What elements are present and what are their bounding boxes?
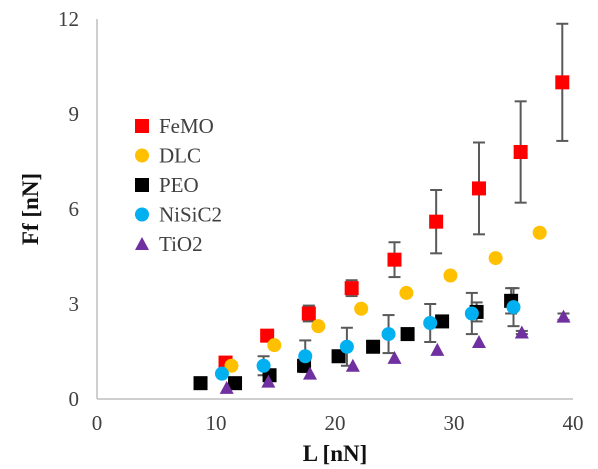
data-point: [488, 251, 503, 266]
data-point: [532, 225, 547, 240]
legend: FeMO DLC PEO NiSiC2 TiO2: [135, 114, 222, 256]
legend-item: NiSiC2: [135, 203, 222, 227]
y-tick-label: 3: [69, 292, 80, 316]
data-point: [193, 376, 208, 391]
series-peo: [193, 293, 519, 391]
data-point: [471, 181, 486, 196]
data-point: [387, 252, 402, 267]
x-tick-label: 0: [92, 411, 103, 435]
legend-item: PEO: [135, 173, 199, 197]
legend-marker: [135, 148, 149, 163]
legend-label: DLC: [159, 144, 201, 168]
data-point: [514, 325, 529, 339]
data-point: [381, 327, 396, 342]
data-point: [260, 328, 275, 343]
legend-item: DLC: [135, 144, 201, 168]
data-point: [301, 306, 316, 321]
x-axis-title: L [nN]: [303, 441, 368, 466]
legend-label: NiSiC2: [159, 203, 222, 227]
legend-marker: [135, 237, 149, 250]
data-point: [256, 358, 271, 373]
y-tick-label: 9: [69, 102, 80, 126]
data-point: [387, 350, 402, 364]
x-tick-label: 20: [325, 411, 346, 435]
series-femo: [218, 75, 570, 370]
data-point: [214, 366, 229, 381]
data-point: [556, 309, 571, 323]
y-tick-label: 0: [69, 387, 80, 411]
legend-item: FeMO: [135, 114, 214, 138]
data-point: [400, 327, 415, 342]
legend-marker: [135, 178, 149, 192]
data-point: [298, 349, 313, 364]
data-point: [354, 301, 369, 316]
data-point: [555, 75, 570, 90]
legend-label: TiO2: [159, 232, 203, 256]
data-point: [513, 145, 528, 159]
x-tick-label: 10: [206, 411, 227, 435]
data-point: [303, 366, 318, 380]
data-point: [471, 335, 486, 348]
data-point: [261, 374, 276, 388]
data-points: [193, 75, 571, 394]
data-point: [366, 339, 381, 354]
data-point: [399, 285, 414, 300]
data-point: [345, 358, 360, 372]
y-tick-label: 12: [58, 7, 79, 31]
data-point: [423, 316, 438, 330]
tick-labels: 0 10 20 30 40 0 3 6 9 12: [58, 7, 584, 435]
data-point: [429, 214, 444, 229]
axes: [96, 19, 573, 400]
data-point: [506, 300, 521, 315]
data-point: [443, 268, 458, 283]
legend-item: TiO2: [135, 232, 203, 256]
data-point: [331, 349, 346, 364]
data-point: [267, 338, 282, 353]
y-tick-label: 6: [69, 197, 80, 221]
data-point: [228, 376, 243, 391]
x-tick-label: 40: [563, 411, 584, 435]
data-point: [311, 319, 326, 334]
legend-marker: [135, 207, 149, 222]
data-point: [224, 358, 239, 373]
x-tick-label: 30: [444, 411, 465, 435]
series-dlc: [224, 225, 547, 373]
legend-label: PEO: [159, 173, 199, 197]
data-point: [344, 281, 359, 296]
legend-label: FeMO: [159, 114, 214, 138]
y-axis-title: Ff [nN]: [18, 173, 43, 245]
series-tio2: [219, 309, 571, 394]
legend-marker: [135, 119, 149, 133]
data-point: [464, 306, 479, 321]
series-nisic2: [214, 300, 521, 381]
data-point: [435, 314, 450, 329]
data-point: [430, 342, 445, 356]
data-point: [339, 339, 354, 354]
data-point: [219, 380, 234, 394]
